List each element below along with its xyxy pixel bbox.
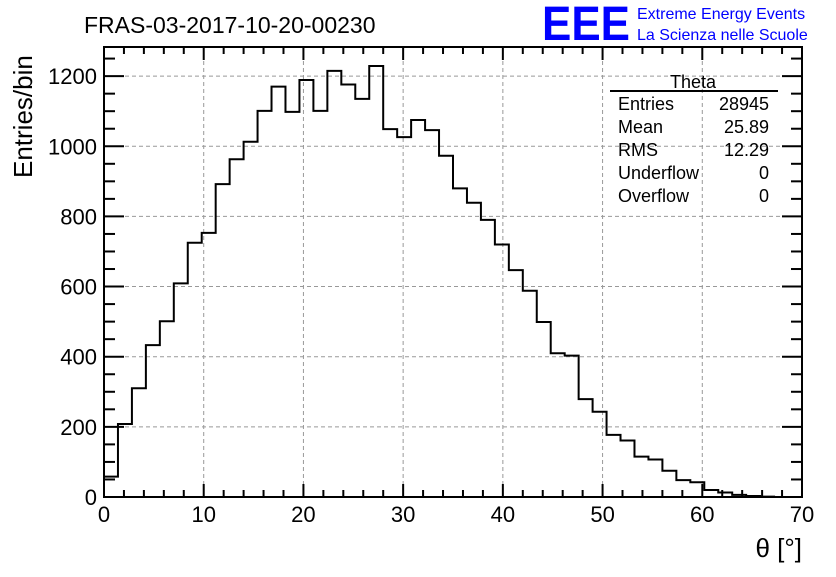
y-tick-label: 200 [60,415,97,440]
histogram-bin [174,283,188,497]
chart-title: FRAS-03-2017-10-20-00230 [84,12,376,38]
histogram-bin [118,424,132,497]
stats-value: 0 [759,163,769,183]
histogram-bin [355,99,369,497]
histogram-bin [313,111,327,497]
histogram-bin [230,159,244,497]
histogram-bin [383,129,397,497]
x-tick-label: 20 [291,502,315,527]
histogram-bin [453,188,467,497]
histogram-bin [495,244,509,497]
histogram-bin [718,492,732,497]
x-tick-labels: 0 10 20 30 40 50 60 70 [98,502,814,527]
y-tick-label: 1200 [48,64,97,89]
stats-box: Theta Entries 28945 Mean 25.89 RMS 12.29 Under… [610,72,778,206]
histogram-bin [676,480,690,497]
x-tick-label: 60 [690,502,714,527]
histogram-bin [537,322,551,497]
logo-line-2: La Scienza nelle Scuole [637,27,808,44]
histogram-bin [579,399,593,497]
histogram-bin [146,345,160,497]
stats-value: 28945 [719,94,769,114]
stats-label: Mean [618,117,663,137]
histogram-bin [299,80,313,497]
histogram-bin [439,156,453,497]
histogram-bin [327,71,341,497]
histogram-bin [411,120,425,497]
y-tick-label: 0 [85,485,97,510]
histogram-bin [160,321,174,497]
histogram-bin [132,388,146,497]
eee-logo-mark: EEE [542,0,630,51]
histogram-bin [202,233,216,497]
y-tick-label: 400 [60,345,97,370]
histogram-bin [104,477,118,497]
stats-title: Theta [670,72,717,92]
histogram-bin [523,291,537,497]
stats-value: 12.29 [724,140,769,160]
histogram-bin [285,112,299,497]
histogram-bin [188,243,202,497]
histogram-bin [425,130,439,497]
histogram-bin [621,441,635,497]
histogram-bin [704,490,718,497]
histogram-bin [732,495,746,497]
stats-label: Underflow [618,163,700,183]
histogram-bin [272,87,286,497]
y-tick-label: 1000 [48,134,97,159]
x-tick-label: 0 [98,502,110,527]
histogram-bin [607,435,621,497]
histogram-bin [467,203,481,497]
histogram-bin [634,457,648,497]
histogram-bin [565,356,579,497]
x-tick-label: 70 [790,502,814,527]
stats-value: 0 [759,186,769,206]
y-axis-label: Entries/bin [8,55,38,178]
stats-label: RMS [618,140,658,160]
histogram-bin [397,137,411,497]
histogram-bin [258,111,272,497]
y-tick-label: 800 [60,204,97,229]
histogram-bin [244,142,258,497]
histogram-bin [746,496,760,497]
stats-value: 25.89 [724,117,769,137]
x-axis-label: θ [°] [755,533,802,563]
y-tick-label: 600 [60,275,97,300]
x-tick-label: 10 [191,502,215,527]
histogram-bin [593,412,607,497]
x-tick-label: 40 [491,502,515,527]
logo-line-1: Extreme Energy Events [637,6,805,23]
histogram-bin [481,220,495,497]
x-tick-label: 30 [391,502,415,527]
y-tick-labels: 0 200 400 600 800 1000 1200 [48,64,97,510]
histogram-bin [662,471,676,497]
x-tick-label: 50 [590,502,614,527]
histogram-bin [551,353,565,497]
histogram-bin [509,270,523,497]
eee-logo: EEE Extreme Energy Events La Scienza nel… [542,0,808,51]
histogram-bin [216,184,230,497]
histogram-bin [690,482,704,497]
stats-label: Entries [618,94,674,114]
histogram-bin [341,85,355,497]
stats-label: Overflow [618,186,690,206]
histogram-bin [648,459,662,497]
histogram-bin [369,66,383,497]
